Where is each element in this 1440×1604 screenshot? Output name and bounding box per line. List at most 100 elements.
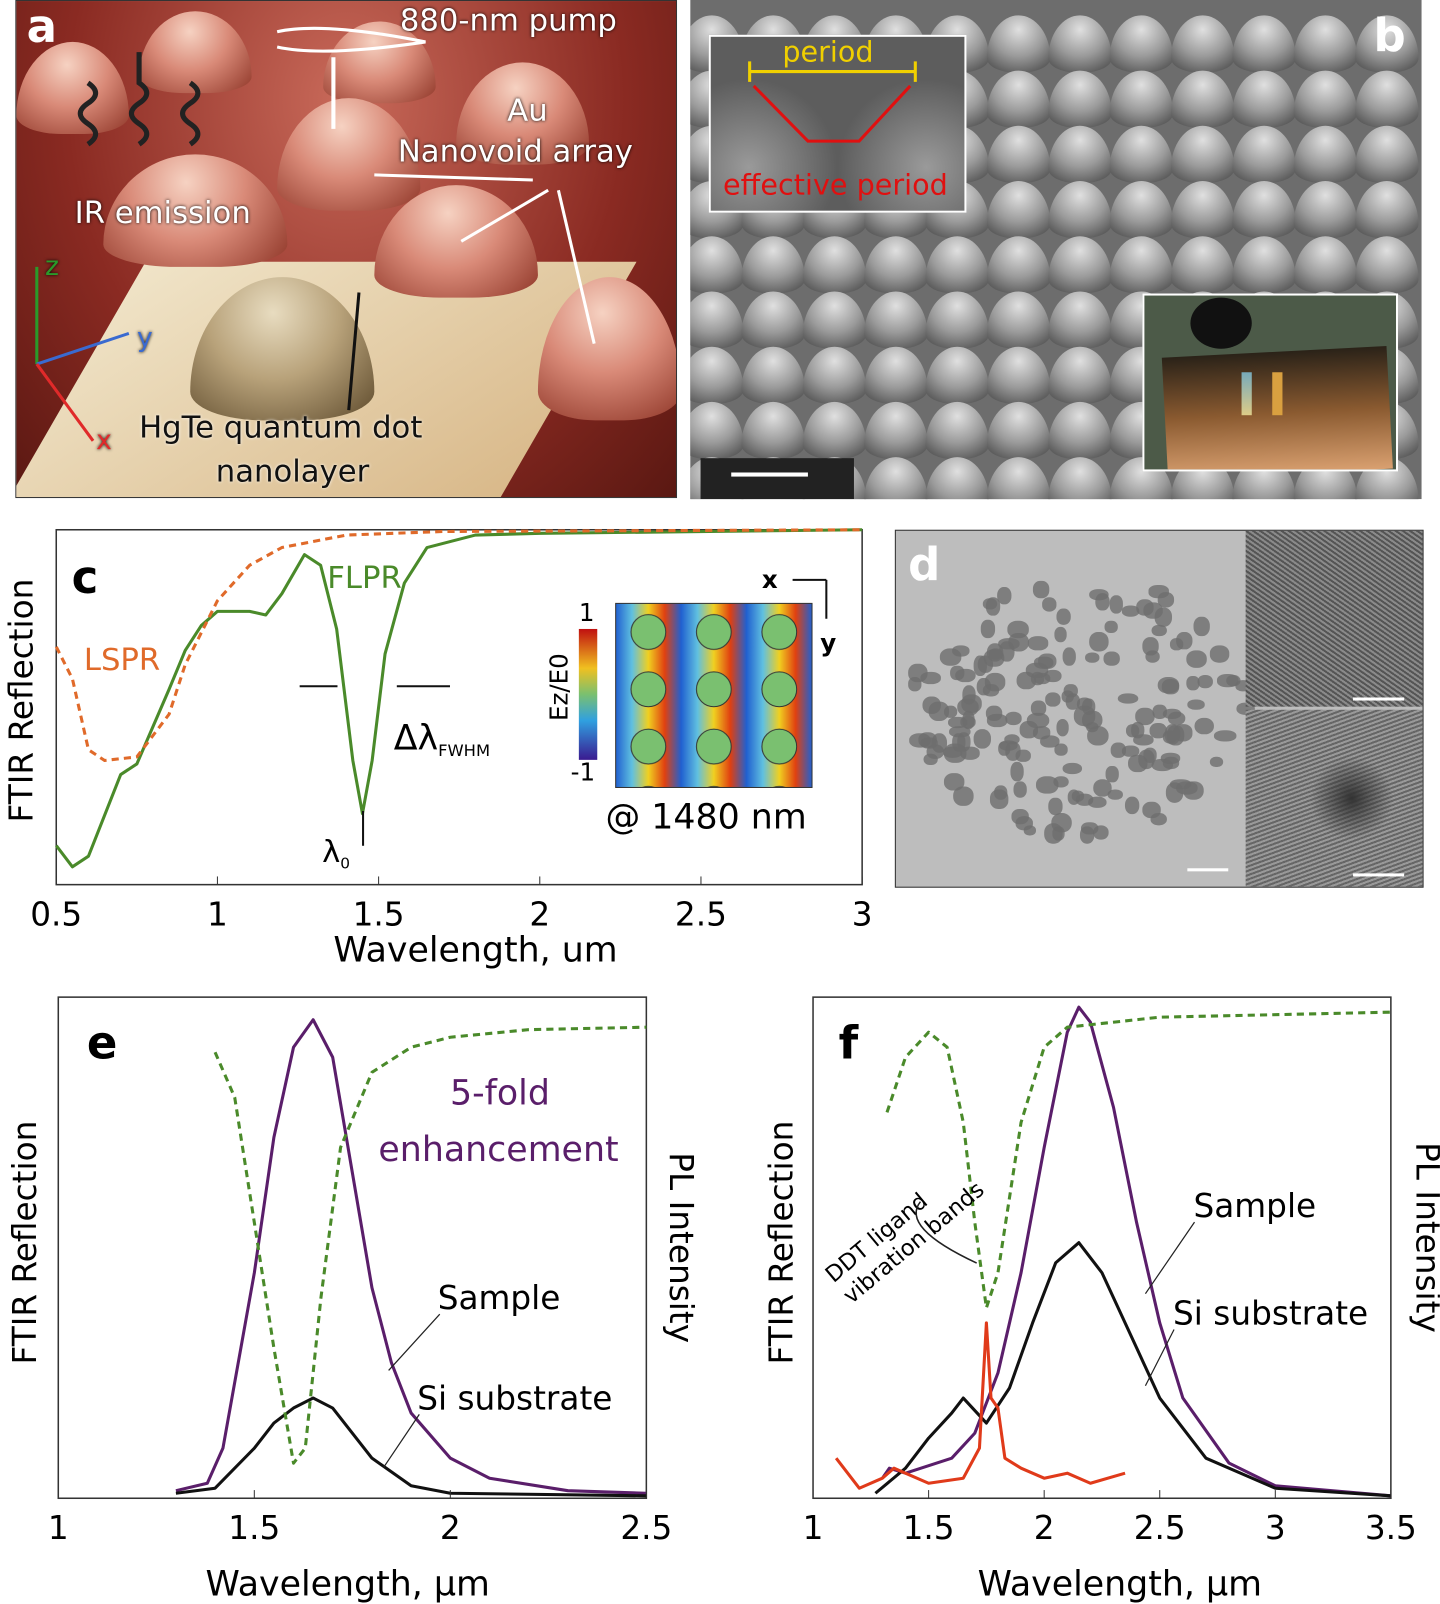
panel-letter-e: e <box>87 1016 118 1069</box>
nanoparticle <box>948 716 968 728</box>
nanocone <box>1048 236 1112 294</box>
colorbar <box>578 628 598 760</box>
nanocone <box>1048 291 1112 349</box>
nanolayer-label: nanolayer <box>215 454 370 490</box>
nanocone <box>986 125 1051 184</box>
nanoparticle <box>1103 651 1120 666</box>
si-substrate-label: Si substrate <box>417 1379 612 1417</box>
x-tick-label: 1 <box>48 1509 69 1547</box>
nanoparticle <box>1062 647 1076 667</box>
period-inset: period effective period <box>708 34 967 213</box>
x-tick-label: 1 <box>803 1509 824 1547</box>
nanoparticle <box>1209 645 1230 663</box>
nanoparticle <box>984 672 1006 691</box>
nanoparticle <box>1033 581 1050 599</box>
nanoparticle <box>1186 675 1200 690</box>
nanoparticle <box>1197 674 1214 689</box>
nanoparticle <box>1089 632 1109 652</box>
nanocone <box>1048 401 1112 460</box>
nanoparticle <box>1164 723 1181 745</box>
nanoparticle <box>1169 638 1183 651</box>
nanoparticle <box>955 668 976 683</box>
nanoparticle <box>1121 605 1140 617</box>
nanoparticle <box>987 713 1008 727</box>
nanoparticle <box>1133 733 1155 746</box>
nanoparticle <box>1082 710 1103 730</box>
nanocone <box>986 236 1051 294</box>
nanoparticle <box>1019 721 1038 738</box>
pump-label: 880-nm pump <box>399 3 617 39</box>
nanoparticle <box>920 737 938 749</box>
x-tick-label: 3.5 <box>1365 1509 1417 1547</box>
nanocone <box>1355 181 1419 239</box>
effective-period-label: effective period <box>723 167 948 202</box>
nanoparticle <box>986 642 1004 662</box>
nanoparticle <box>1186 649 1207 668</box>
ir-emission-label: IR emission <box>74 195 251 232</box>
nanocone <box>1048 15 1112 73</box>
nanoparticle <box>939 648 961 666</box>
x-tick-label: 3 <box>1265 1509 1286 1547</box>
nanocone <box>741 236 805 294</box>
nanoparticle <box>999 740 1018 751</box>
y2-axis-label: PL Intensity <box>1408 1142 1440 1333</box>
nanoparticle <box>1041 597 1057 612</box>
nanocone <box>925 457 989 500</box>
nanocone <box>1293 125 1358 184</box>
nanocone <box>1232 181 1296 239</box>
nanoparticle <box>1125 796 1140 815</box>
nanoparticle <box>1157 591 1175 608</box>
panel-b-sem-image: period effective period b <box>690 0 1422 500</box>
x-tick-label: 1.5 <box>228 1509 280 1547</box>
nanocone <box>1293 15 1358 73</box>
nanoparticle <box>1089 588 1109 601</box>
nanocone <box>1109 236 1174 294</box>
nanocone <box>1293 236 1358 294</box>
nanoparticle <box>1023 824 1036 836</box>
nanoparticle <box>1040 735 1060 748</box>
fwhm-arrows <box>299 685 450 846</box>
nanocone <box>1355 125 1419 184</box>
x-tick-label: 2.5 <box>620 1509 672 1547</box>
nanoparticle <box>1011 808 1029 824</box>
sample-label: Sample <box>1193 1187 1316 1225</box>
nanocone <box>864 457 928 500</box>
field-axis-x: x <box>762 565 778 594</box>
nanoparticle <box>1194 717 1214 735</box>
nanoparticle <box>1079 826 1095 844</box>
nanocone <box>864 346 928 404</box>
x-tick-label: 1.5 <box>353 896 405 934</box>
nanoparticle <box>908 677 922 692</box>
nanocone <box>925 401 989 460</box>
nanocone <box>1232 70 1296 128</box>
nanoparticle <box>1085 652 1100 664</box>
nanoparticle <box>973 655 987 676</box>
nanoparticle <box>1081 698 1095 715</box>
x-tick-label: 1.5 <box>903 1509 955 1547</box>
x-tick-label: 2 <box>1034 1509 1055 1547</box>
y-axis-label: FTIR Reflection <box>763 1121 801 1365</box>
nanocone <box>925 236 989 294</box>
nanoparticle <box>1036 776 1059 794</box>
nanoparticle <box>1048 797 1063 816</box>
x-tick-label: 1 <box>207 896 228 934</box>
nanocone <box>864 291 928 349</box>
axis-z-label: z <box>44 251 59 283</box>
lambda0-label: λ0 <box>322 835 350 872</box>
chart-c: 0.5 1 1.5 2 2.5 3 c FLPR LSPR ΔλFWHM λ0 FTIR … <box>3 528 873 970</box>
nanoparticle <box>1013 781 1027 799</box>
nanoparticle <box>944 773 964 791</box>
panel-d-tem-image: d <box>894 529 1424 888</box>
nanocone <box>1048 457 1112 500</box>
nanocone <box>741 401 805 460</box>
nanoparticle <box>1143 602 1164 619</box>
nanoparticle <box>961 694 982 713</box>
nanoparticle <box>1106 765 1119 783</box>
nanoparticle <box>1157 676 1180 694</box>
nanoparticle <box>1056 608 1072 626</box>
scale-bar-box <box>700 458 854 500</box>
nanocone <box>802 401 867 460</box>
nanoparticle <box>959 716 976 729</box>
x-tick-label: 2 <box>440 1509 461 1547</box>
